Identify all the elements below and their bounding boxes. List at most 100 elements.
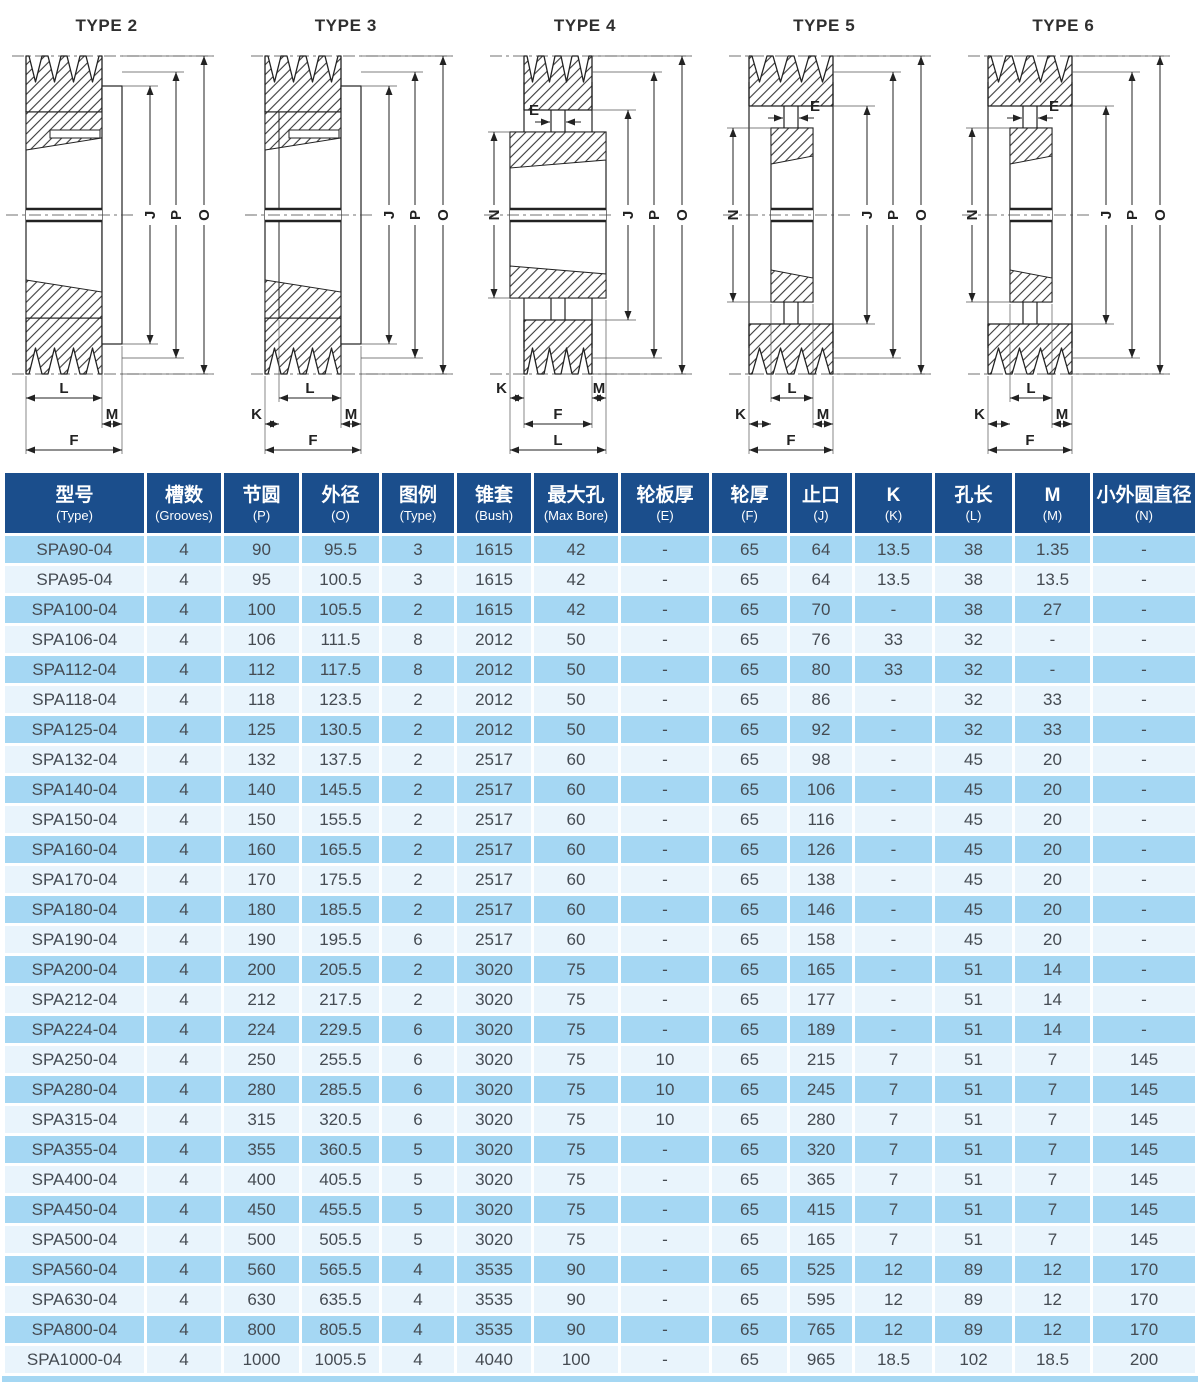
cell: - xyxy=(621,776,709,803)
cell: 3535 xyxy=(457,1286,531,1313)
table-row: SPA112-04 4 112 117.5 8 2012 50-65 80 33 32- - xyxy=(5,656,1195,683)
table-row: SPA180-04 4 180 185.5 2 2517 60-65 146-45 20- xyxy=(5,896,1195,923)
cell: 200 xyxy=(1093,1346,1195,1373)
cell: 116 xyxy=(790,806,852,833)
cell: 42 xyxy=(534,566,618,593)
cell: 145 xyxy=(1093,1076,1195,1103)
svg-text:J: J xyxy=(859,211,876,219)
cell: 65 xyxy=(712,776,787,803)
cell: 105.5 xyxy=(302,596,379,623)
column-header-en: (O) xyxy=(331,507,350,523)
cell: 145 xyxy=(1093,1166,1195,1193)
cell: 60 xyxy=(534,746,618,773)
cell: 145 xyxy=(1093,1046,1195,1073)
cell: - xyxy=(1015,656,1090,683)
cell: 4 xyxy=(147,536,221,563)
cell: 7 xyxy=(1015,1196,1090,1223)
svg-text:J: J xyxy=(381,211,398,219)
cell: 65 xyxy=(712,1106,787,1133)
svg-text:F: F xyxy=(787,432,796,449)
cell: 65 xyxy=(712,1136,787,1163)
cell: 130.5 xyxy=(302,716,379,743)
cell: 51 xyxy=(935,1016,1012,1043)
svg-text:O: O xyxy=(435,209,452,221)
cell: 45 xyxy=(935,836,1012,863)
cell: - xyxy=(855,806,932,833)
cell: SPA400-04 xyxy=(5,1166,144,1193)
cell: 4040 xyxy=(457,1346,531,1373)
drawing-title: TYPE 5 xyxy=(793,16,856,35)
cell: 45 xyxy=(935,746,1012,773)
cell: 4 xyxy=(147,686,221,713)
cell: 2 xyxy=(382,956,454,983)
cell: - xyxy=(1093,776,1195,803)
cell: 145 xyxy=(1093,1226,1195,1253)
svg-text:O: O xyxy=(913,209,930,221)
table-row: SPA800-04 4 800 805.5 4 3535 90-65 765 12 89 12 170 xyxy=(5,1316,1195,1343)
cell: 65 xyxy=(712,866,787,893)
cell: 2012 xyxy=(457,626,531,653)
cell: 560 xyxy=(224,1256,299,1283)
cell: 90 xyxy=(224,536,299,563)
cell: 2 xyxy=(382,596,454,623)
drawing-title: TYPE 6 xyxy=(1032,16,1095,35)
cell: - xyxy=(621,1016,709,1043)
svg-text:J: J xyxy=(1098,211,1115,219)
cell: 86 xyxy=(790,686,852,713)
cell: 65 xyxy=(712,716,787,743)
cell: 100 xyxy=(224,596,299,623)
cell: 7 xyxy=(855,1106,932,1133)
cell: 60 xyxy=(534,806,618,833)
column-header: 小外圆直径 (N) xyxy=(1093,473,1195,533)
cell: - xyxy=(855,596,932,623)
cell: 51 xyxy=(935,1076,1012,1103)
cell: 51 xyxy=(935,1046,1012,1073)
cell: 595 xyxy=(790,1286,852,1313)
cell: 33 xyxy=(855,656,932,683)
cell: 170 xyxy=(1093,1286,1195,1313)
cell: 7 xyxy=(1015,1226,1090,1253)
cell: 180 xyxy=(224,896,299,923)
cell: 2012 xyxy=(457,716,531,743)
cell: 65 xyxy=(712,836,787,863)
cell: 6 xyxy=(382,1076,454,1103)
cell: - xyxy=(621,1286,709,1313)
cell: 4 xyxy=(147,1196,221,1223)
cell: 100 xyxy=(534,1346,618,1373)
cell: 20 xyxy=(1015,776,1090,803)
cell: 4 xyxy=(147,1286,221,1313)
cell: 185.5 xyxy=(302,896,379,923)
cell: 405.5 xyxy=(302,1166,379,1193)
spec-table: 型号 (Type) 槽数 (Grooves) 节圆 (P) 外径 (O) 图例 (Type) 锥套(… xyxy=(2,470,1198,1376)
table-row: SPA95-04 4 95 100.5 3 1615 42-65 64 13.5 38 13.5- xyxy=(5,566,1195,593)
cell: 3020 xyxy=(457,956,531,983)
table-row: SPA1000-04 4 1000 1005.5 4 4040 100-65 965 18.5 1… xyxy=(5,1346,1195,1373)
cell: SPA190-04 xyxy=(5,926,144,953)
header-row: 型号 (Type) 槽数 (Grooves) 节圆 (P) 外径 (O) 图例 (Type) 锥套(… xyxy=(5,473,1195,533)
svg-text:F: F xyxy=(308,432,317,449)
cell: 4 xyxy=(147,1136,221,1163)
svg-text:O: O xyxy=(1152,209,1169,221)
cell: 4 xyxy=(147,1016,221,1043)
cell: 146 xyxy=(790,896,852,923)
cell: 630 xyxy=(224,1286,299,1313)
cell: 3 xyxy=(382,566,454,593)
cell: 42 xyxy=(534,596,618,623)
column-header: 槽数 (Grooves) xyxy=(147,473,221,533)
cell: 1.35 xyxy=(1015,536,1090,563)
cell: 205.5 xyxy=(302,956,379,983)
cell: 65 xyxy=(712,1166,787,1193)
cell: 500 xyxy=(224,1226,299,1253)
cell: 95 xyxy=(224,566,299,593)
cell: 65 xyxy=(712,1226,787,1253)
cell: 250 xyxy=(224,1046,299,1073)
cell: 8 xyxy=(382,626,454,653)
column-header-zh: 锥套 xyxy=(474,484,513,506)
cell: 2 xyxy=(382,686,454,713)
cell: 75 xyxy=(534,1166,618,1193)
cell: 4 xyxy=(147,1316,221,1343)
cell: 90 xyxy=(534,1256,618,1283)
cell: SPA450-04 xyxy=(5,1196,144,1223)
cell: 158 xyxy=(790,926,852,953)
